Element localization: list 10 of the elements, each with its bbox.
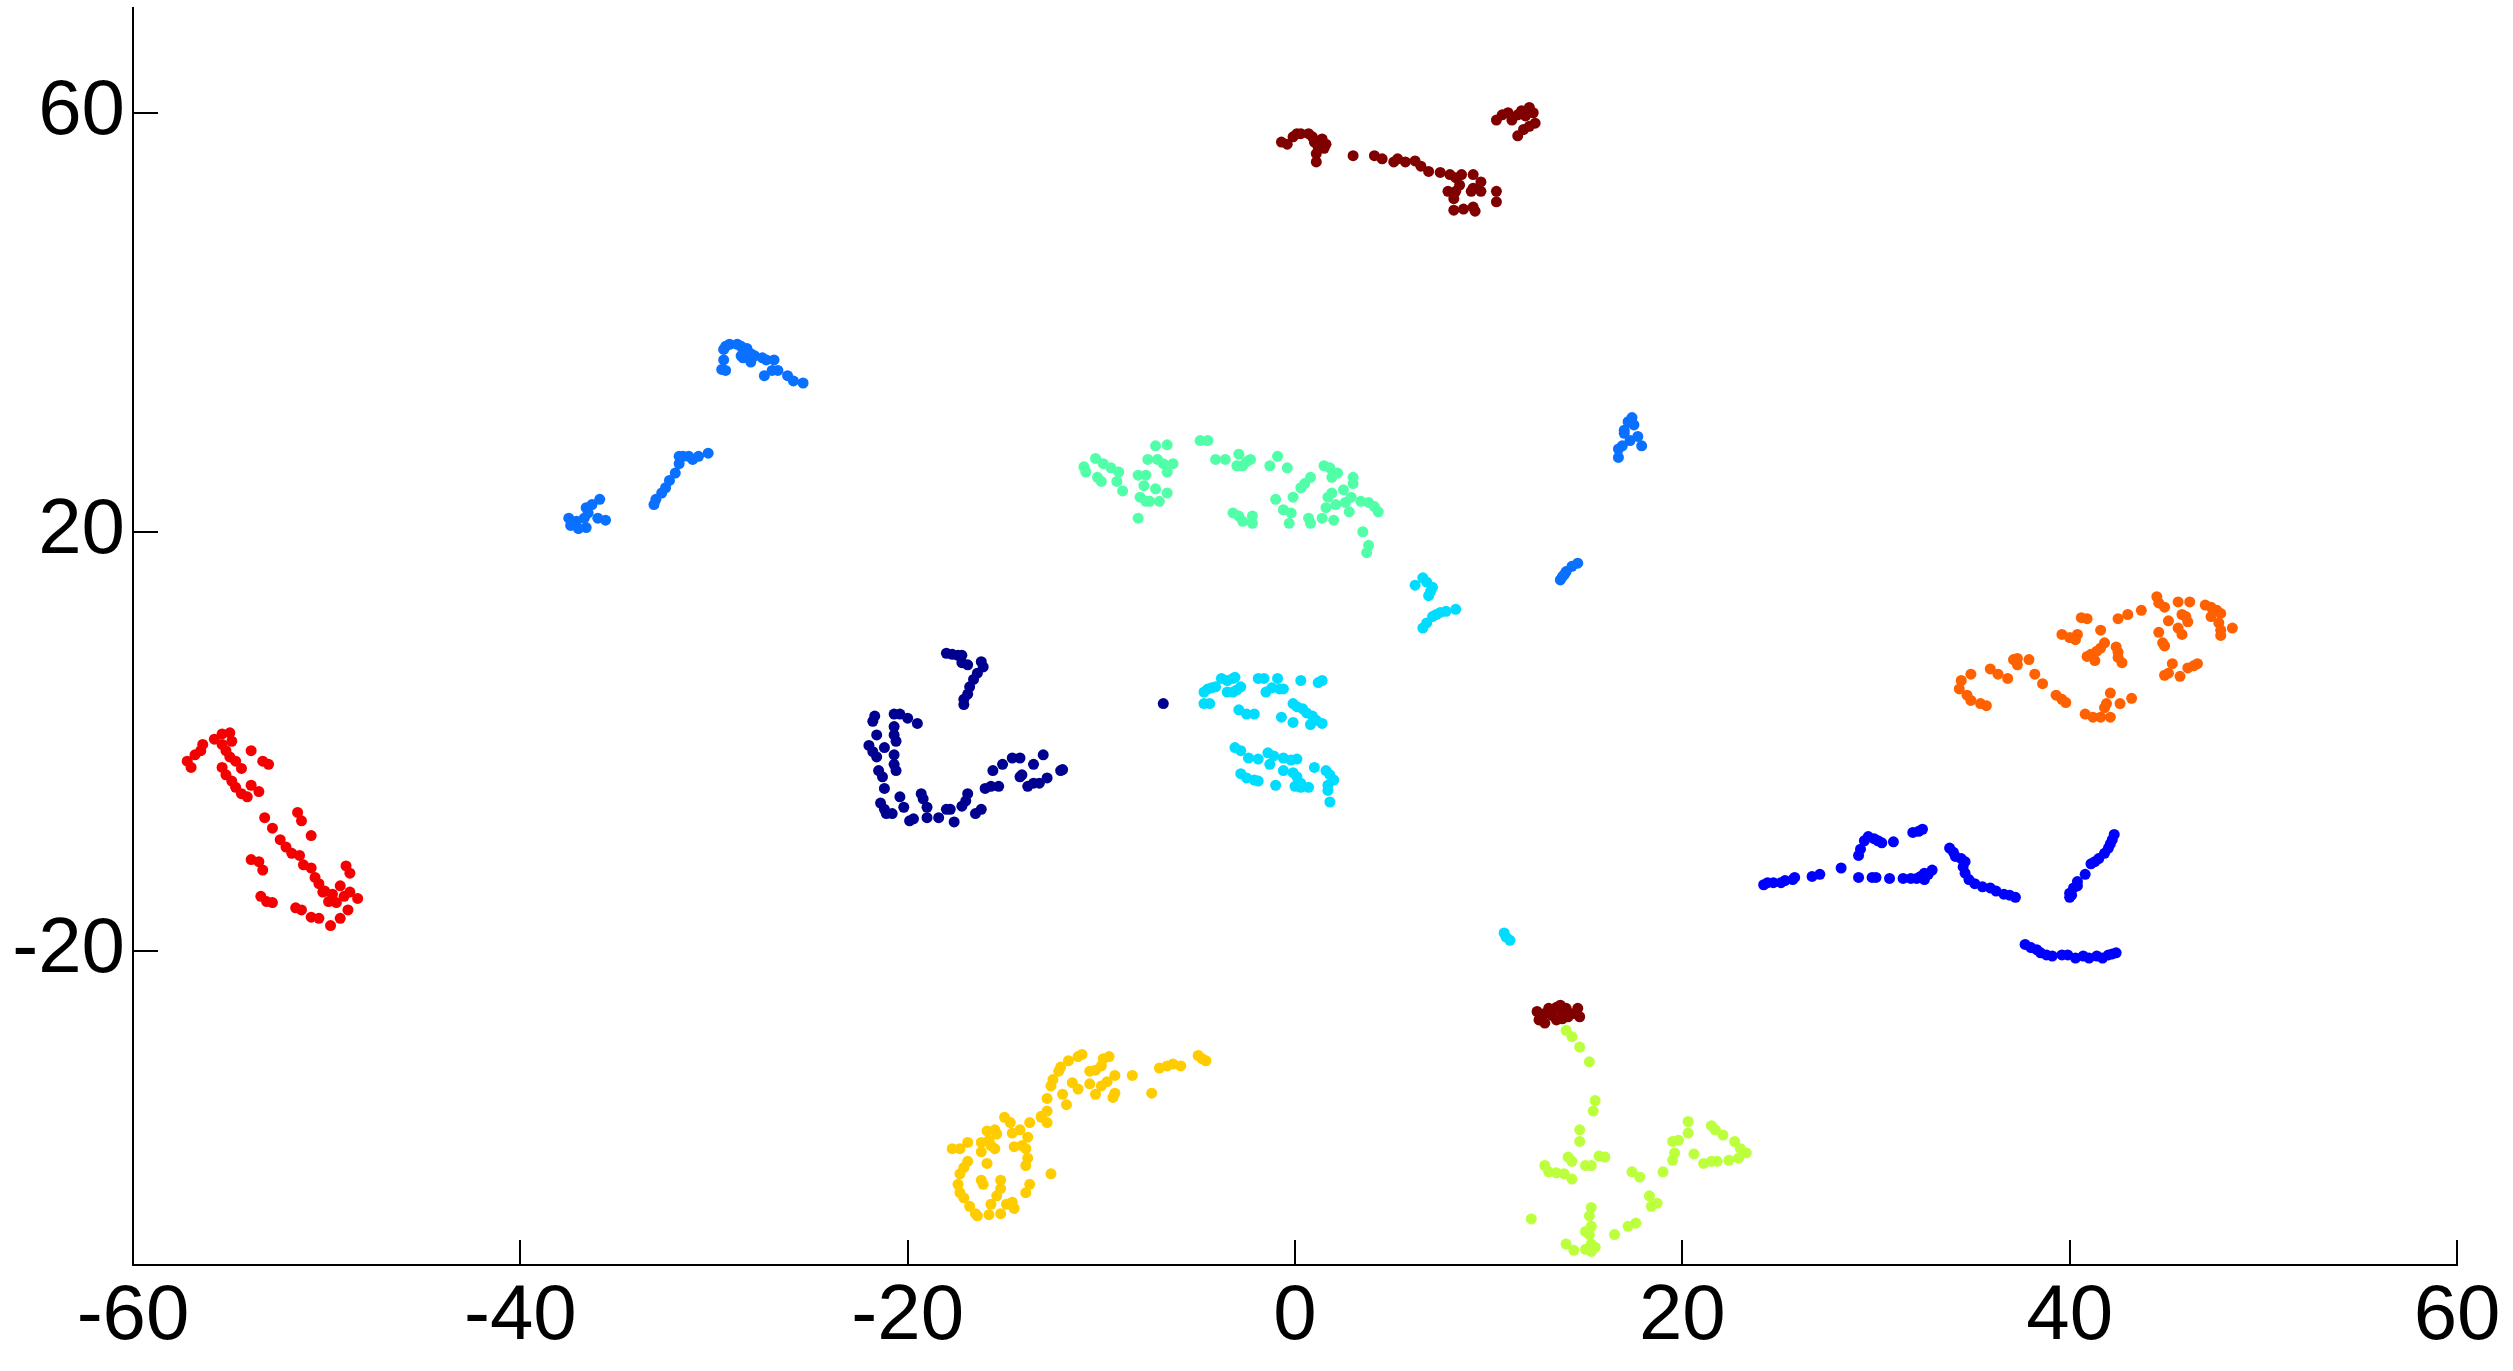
x-tick-label: 60 [2413,1268,2501,1357]
x-tick-label: -60 [76,1268,190,1357]
x-tick-label: 0 [1273,1268,1317,1357]
y-tick-label: -20 [12,901,125,990]
x-tick-label: -20 [851,1268,965,1357]
y-tick-label: 60 [38,63,125,152]
y-tick-label: 20 [38,482,125,571]
x-tick-label: 40 [2026,1268,2114,1357]
x-tick-label: -40 [463,1268,577,1357]
x-tick-label: 20 [1638,1268,1726,1357]
